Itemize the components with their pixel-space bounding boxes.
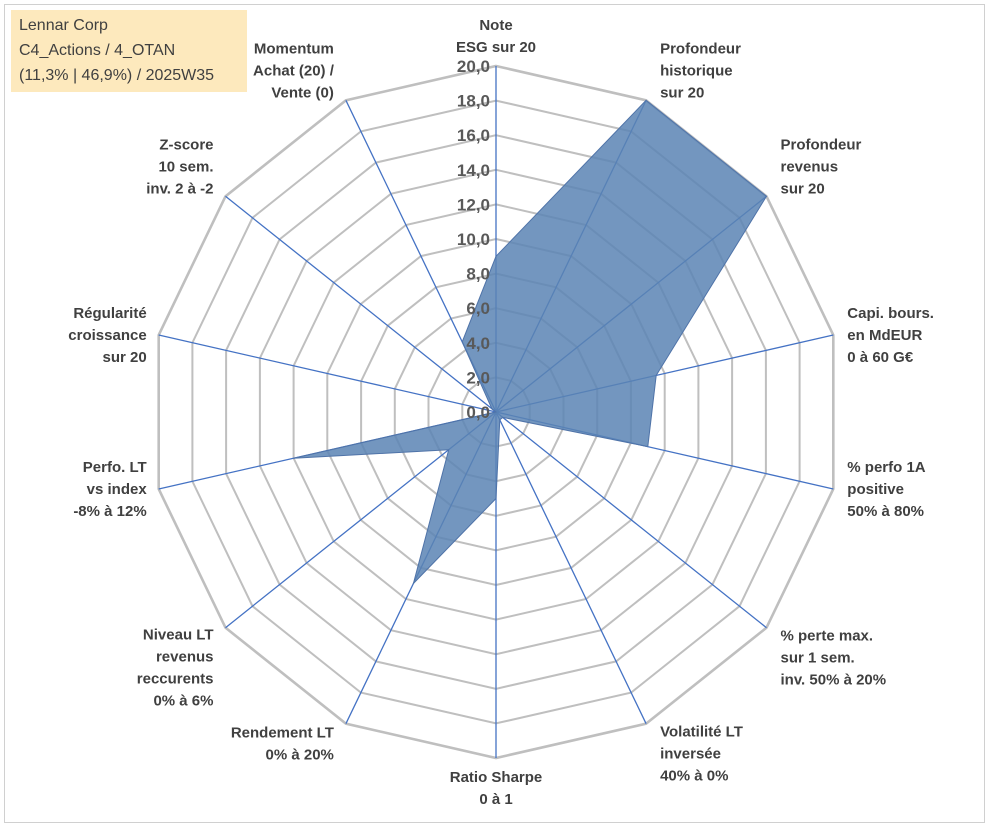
axis-label-group: Ratio Sharpe 0 à 1 <box>450 769 543 808</box>
axis-label: % perfo 1A <box>847 459 926 476</box>
axis-label: sur 20 <box>781 181 825 198</box>
axis-label-group: Rendement LT 0% à 20% <box>231 725 334 764</box>
tick-label: 20,0 <box>457 57 490 76</box>
classification: C4_Actions / 4_OTAN <box>19 42 176 59</box>
axis-label: % perte max. <box>781 627 874 644</box>
radar-series <box>293 99 768 586</box>
axis-label: Achat (20) / <box>253 63 335 80</box>
axis-label: sur 20 <box>102 349 146 366</box>
axis-label: Capi. bours. <box>847 305 934 322</box>
axis-label: reccurents <box>137 670 214 687</box>
tick-label: 2,0 <box>466 368 490 387</box>
tick-label: 4,0 <box>466 334 490 353</box>
axis-label: Vente (0) <box>271 85 334 102</box>
axis-label-group: Niveau LT revenus reccurents 0% à 6% <box>137 626 214 709</box>
axis-label: Volatilité LT <box>660 723 743 740</box>
axis-label: sur 1 sem. <box>781 649 855 666</box>
axis-label: 50% à 80% <box>847 503 924 520</box>
axis-label: 10 sem. <box>158 159 213 176</box>
axis-label: Momentum <box>254 41 334 58</box>
title-box: Lennar Corp C4_Actions / 4_OTAN (11,3% |… <box>11 10 247 92</box>
spoke-line <box>495 411 647 724</box>
axis-label: Régularité <box>73 305 146 322</box>
axis-label: Profondeur <box>781 137 862 154</box>
axis-label: 0 à 1 <box>479 791 512 808</box>
tick-label: 0,0 <box>466 403 490 422</box>
axis-label-group: Perfo. LT vs index -8% à 12% <box>73 459 147 520</box>
axis-label: Z-score <box>159 137 213 154</box>
axis-label: ESG sur 20 <box>456 39 536 56</box>
axis-label-group: Capi. bours. en MdEUR 0 à 60 G€ <box>847 305 934 366</box>
spoke-line <box>225 195 497 413</box>
radar-ticks: 0,0 2,0 4,0 6,0 8,0 10,0 12,0 14,0 16,0 18,0 20,0 <box>457 57 490 422</box>
axis-label-group: Volatilité LT inversée 40% à 0% <box>660 723 743 784</box>
axis-label: 40% à 0% <box>660 767 728 784</box>
spoke-line <box>158 334 497 413</box>
spoke-line <box>495 411 767 629</box>
axis-label-group: Profondeur historique sur 20 <box>660 41 741 102</box>
axis-label: Note <box>479 17 512 34</box>
axis-label: inv. 50% à 20% <box>781 671 887 688</box>
axis-label: 0% à 6% <box>153 692 213 709</box>
axis-label: Perfo. LT <box>83 459 147 476</box>
axis-label: en MdEUR <box>847 327 922 344</box>
series-area <box>293 99 768 586</box>
axis-label: positive <box>847 481 904 498</box>
axis-label-group: % perfo 1A positive 50% à 80% <box>847 459 926 520</box>
axis-label-group: Z-score 10 sem. inv. 2 à -2 <box>146 137 213 198</box>
tick-label: 14,0 <box>457 161 490 180</box>
axis-label: revenus <box>781 159 839 176</box>
tick-label: 6,0 <box>466 299 490 318</box>
axis-label-group: % perte max. sur 1 sem. inv. 50% à 20% <box>781 627 887 688</box>
tick-label: 16,0 <box>457 126 490 145</box>
axis-label: vs index <box>87 481 148 498</box>
axis-label: 0 à 60 G€ <box>847 349 914 366</box>
axis-label: -8% à 12% <box>73 503 146 520</box>
score-period: (11,3% | 46,9%) / 2025W35 <box>19 67 215 84</box>
axis-label: inv. 2 à -2 <box>146 181 213 198</box>
axis-label-group: Profondeur revenus sur 20 <box>781 137 862 198</box>
axis-label: Ratio Sharpe <box>450 769 543 786</box>
tick-label: 10,0 <box>457 230 490 249</box>
tick-label: 12,0 <box>457 195 490 214</box>
tick-label: 8,0 <box>466 265 490 284</box>
axis-label: Profondeur <box>660 41 741 58</box>
radar-axis-labels: Note ESG sur 20 Profondeur historique sur 20… <box>68 17 934 808</box>
axis-label: croissance <box>68 327 146 344</box>
axis-label-group: Note ESG sur 20 <box>456 17 536 56</box>
company-name: Lennar Corp <box>19 17 108 34</box>
axis-label: Niveau LT <box>143 626 214 643</box>
axis-label: 0% à 20% <box>266 747 334 764</box>
axis-label: sur 20 <box>660 85 704 102</box>
axis-label-group: Momentum Achat (20) / Vente (0) <box>253 41 335 102</box>
axis-label: historique <box>660 63 733 80</box>
tick-label: 18,0 <box>457 92 490 111</box>
axis-label-group: Régularité croissance sur 20 <box>68 305 146 366</box>
axis-label: Rendement LT <box>231 725 334 742</box>
axis-label: revenus <box>156 648 214 665</box>
axis-label: inversée <box>660 745 721 762</box>
